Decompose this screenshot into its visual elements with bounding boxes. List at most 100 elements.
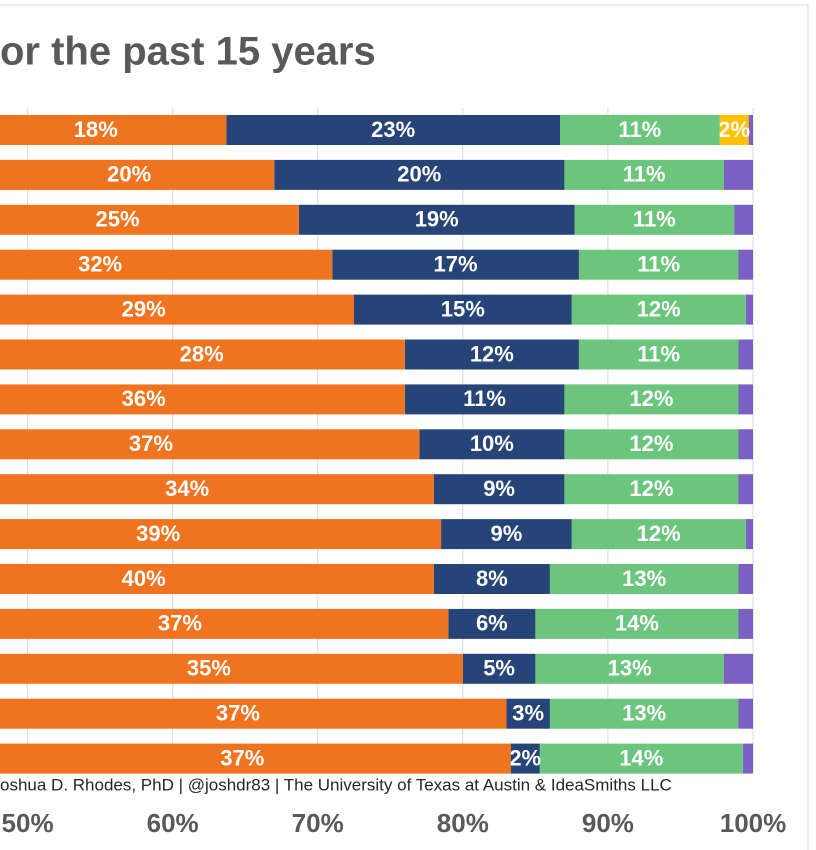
- value-label: 37%: [220, 745, 264, 770]
- value-label: 36%: [122, 386, 166, 411]
- bar-segment: [738, 429, 753, 460]
- bar-segment: [738, 249, 753, 280]
- bar-segment: [574, 204, 735, 235]
- bar-segment: [734, 204, 753, 235]
- value-label: 11%: [637, 341, 680, 366]
- bar-segment: [571, 294, 746, 325]
- bar-segment: [723, 653, 753, 684]
- value-label: 28%: [180, 341, 224, 366]
- chart-title: or the past 15 years: [0, 30, 376, 74]
- bar-segment: [0, 608, 449, 639]
- value-label: 12%: [470, 341, 514, 366]
- bar-segment: [433, 564, 550, 594]
- bar-segment: [0, 204, 299, 235]
- bar-segment: [535, 653, 724, 684]
- x-tick-label: 60%: [147, 808, 199, 838]
- source-note: oshua D. Rhodes, PhD | @joshdr83 | The U…: [0, 775, 672, 794]
- value-label: 14%: [615, 611, 659, 636]
- bars: 2% 11% 23% 18% 11% 20% 20% 11% 19% 25% 11% 17% 32% 12…: [0, 115, 753, 774]
- value-label: 8%: [476, 566, 508, 591]
- bar-segment: [0, 519, 442, 550]
- value-label: 18%: [74, 117, 118, 142]
- bar-segment: [719, 115, 749, 145]
- bar-segment: [0, 653, 463, 684]
- bar-segment: [560, 115, 720, 145]
- bar-segment: [738, 474, 753, 505]
- value-label: 2%: [509, 745, 541, 770]
- bar-segment: [564, 429, 739, 460]
- bar-segment: [0, 429, 420, 460]
- bar-segment: [274, 159, 565, 190]
- bar-segment: [564, 474, 739, 505]
- bar-segment: [742, 743, 753, 774]
- value-label: 5%: [483, 656, 515, 681]
- bar-segment: [535, 608, 739, 639]
- value-label: 12%: [637, 521, 681, 546]
- value-label: 13%: [608, 656, 652, 681]
- value-label: 2%: [718, 117, 750, 142]
- value-label: 11%: [637, 252, 680, 277]
- value-label: 11%: [618, 117, 661, 142]
- bar-segment: [738, 384, 753, 415]
- bar-segment: [433, 474, 565, 505]
- value-label: 9%: [483, 476, 515, 501]
- bar-segment: [549, 564, 739, 594]
- bar-segment: [578, 339, 739, 370]
- value-label: 13%: [622, 566, 666, 591]
- value-label: 14%: [619, 745, 663, 770]
- value-label: 37%: [129, 431, 173, 456]
- bar-segment: [738, 698, 753, 729]
- value-label: 20%: [107, 162, 151, 187]
- bar-segment: [0, 564, 434, 594]
- x-tick-label: 90%: [582, 808, 634, 838]
- bar-segment: [0, 249, 333, 280]
- value-label: 40%: [122, 566, 166, 591]
- bar-segment: [549, 698, 739, 729]
- bar-segment: [0, 474, 434, 505]
- bar-segment: [738, 339, 753, 370]
- value-label: 12%: [637, 296, 681, 321]
- bar-segment: [419, 429, 565, 460]
- bar-segment: [723, 159, 753, 190]
- bar-segment: [564, 159, 724, 190]
- x-tick-label: 80%: [437, 808, 489, 838]
- value-label: 9%: [490, 521, 522, 546]
- bar-segment: [0, 743, 511, 774]
- value-label: 12%: [629, 431, 673, 456]
- value-label: 6%: [476, 611, 508, 636]
- value-label: 15%: [441, 296, 485, 321]
- bar-segment: [738, 608, 753, 639]
- bar-segment: [745, 294, 753, 325]
- bar-segment: [441, 519, 572, 550]
- bar-segment: [539, 743, 743, 774]
- bar-segment: [748, 115, 753, 145]
- value-label: 13%: [622, 701, 666, 726]
- bar-segment: [510, 743, 540, 774]
- value-label: 37%: [158, 611, 202, 636]
- value-label: 20%: [397, 162, 441, 187]
- value-label: 12%: [629, 476, 673, 501]
- value-label: 19%: [415, 207, 459, 232]
- bar-segment: [578, 249, 739, 280]
- bar-segment: [0, 159, 275, 190]
- value-label: 39%: [136, 521, 180, 546]
- bar-segment: [0, 698, 507, 729]
- x-tick-label: 70%: [292, 808, 344, 838]
- value-label: 12%: [629, 386, 673, 411]
- bar-segment: [404, 384, 565, 415]
- value-label: 25%: [95, 207, 139, 232]
- bar-segment: [462, 653, 536, 684]
- bar-segment: [226, 115, 561, 145]
- bar-segment: [298, 204, 575, 235]
- value-label: 35%: [187, 656, 231, 681]
- bar-segment: [564, 384, 739, 415]
- value-label: 34%: [165, 476, 209, 501]
- bar-segment: [738, 564, 753, 594]
- value-label: 11%: [633, 207, 676, 232]
- value-label: 3%: [512, 701, 544, 726]
- bar-segment: [0, 115, 227, 145]
- bar-segment: [404, 339, 579, 370]
- bar-segment: [0, 339, 405, 370]
